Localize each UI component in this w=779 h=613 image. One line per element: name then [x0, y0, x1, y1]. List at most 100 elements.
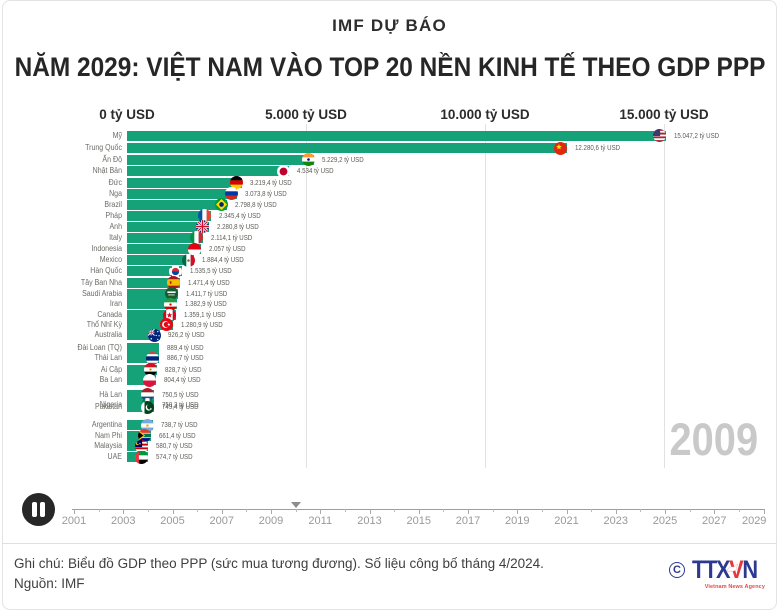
bar-au[interactable]	[127, 330, 161, 341]
bar-country-label: Nga	[109, 188, 122, 198]
bar-jp[interactable]	[127, 166, 290, 177]
bar-gb[interactable]	[127, 221, 209, 232]
bar-in[interactable]	[127, 154, 315, 165]
timeline-year-label[interactable]: 2015	[406, 515, 431, 527]
timeline-year-label[interactable]: 2017	[455, 515, 481, 527]
flag-icon-kr-12	[169, 264, 183, 278]
flag-icon-sa-14	[165, 287, 179, 301]
gridline	[305, 124, 307, 468]
gridline	[484, 124, 486, 468]
logo-tagline: Vietnam News Agency	[704, 583, 765, 590]
footnote-line1: Ghi chú: Biểu đồ GDP theo PPP (sức mua t…	[14, 556, 544, 571]
bar-us[interactable]	[127, 130, 666, 141]
x-axis-tick-label: 5.000 tỷ USD	[265, 107, 347, 122]
bar-cn[interactable]	[127, 143, 567, 154]
bar-country-label: Australia	[94, 330, 122, 340]
bar-fr[interactable]	[127, 210, 211, 221]
bar-it[interactable]	[127, 232, 203, 243]
timeline-tick	[221, 509, 223, 514]
bar-pl[interactable]	[127, 375, 156, 386]
bar-value-label: 12.280,6 tỷ USD	[574, 143, 620, 153]
bar-value-label: 804,4 tỷ USD	[163, 375, 201, 385]
bar-country-label: Anh	[109, 221, 122, 231]
flag-icon-fr-7	[198, 209, 212, 222]
timeline-year-label[interactable]: 2011	[308, 515, 333, 527]
bar-th[interactable]	[127, 353, 159, 364]
flag-icon-za-27	[138, 429, 152, 443]
bar-country-label: UAE	[107, 452, 122, 461]
bar-br[interactable]	[127, 199, 228, 210]
flag-icon-cn-1	[554, 141, 568, 155]
flag-icon-de-4	[229, 176, 243, 190]
bar-sa[interactable]	[127, 288, 178, 299]
bar-country-label: Brazil	[104, 199, 122, 209]
bar-value-label: 738,7 tỷ USD	[161, 420, 199, 430]
bar-country-label: Hàn Quốc	[90, 266, 122, 276]
bar-nl[interactable]	[127, 389, 154, 400]
timeline-tick	[665, 509, 666, 514]
bar-mx[interactable]	[127, 255, 195, 266]
timeline-year-label[interactable]: 2003	[111, 515, 136, 527]
flag-icon-ae-29	[135, 450, 149, 464]
timeline-tick	[74, 509, 75, 514]
bar-country-label: Pháp	[105, 210, 122, 220]
flag-icon-it-9	[190, 231, 204, 245]
timeline-year-label[interactable]: 2021	[554, 515, 579, 527]
timeline-year-label[interactable]: 2007	[209, 515, 234, 527]
bar-value-label: 2.114,1 tỷ USD	[210, 232, 252, 242]
bar-country-label: Mỹ	[112, 130, 122, 140]
pause-button[interactable]	[22, 493, 55, 526]
flag-icon-ca-16	[163, 308, 177, 322]
timeline-tick	[123, 509, 125, 514]
bar-value-label: 5.229,2 tỷ USD	[322, 154, 364, 164]
bar-country-label: Đài Loan (TQ)	[77, 342, 122, 352]
timeline-year-label[interactable]: 2029	[741, 515, 767, 527]
bar-value-label: 1.535,5 tỷ USD	[189, 266, 232, 276]
bar-value-label: 1.280,9 tỷ USD	[180, 319, 223, 329]
timeline-tick	[443, 509, 445, 512]
bar-es[interactable]	[127, 277, 180, 288]
timeline-year-label[interactable]: 2027	[702, 515, 727, 527]
bar-value-label: 2.345,4 tỷ USD	[218, 210, 261, 220]
chart-kicker: IMF DỰ BÁO	[332, 16, 447, 35]
bar-id[interactable]	[127, 244, 201, 255]
timeline-year-label[interactable]: 2009	[258, 515, 284, 527]
copyright-icon: C	[669, 562, 685, 578]
bar-pk[interactable]	[127, 402, 154, 413]
bar-country-label: Đức	[108, 177, 122, 187]
timeline-tick	[197, 509, 199, 512]
timeline-year-label[interactable]: 2023	[603, 515, 628, 527]
timeline-tick	[714, 509, 716, 514]
timeline-tick	[394, 509, 396, 512]
bar-ru[interactable]	[127, 188, 238, 199]
bar-country-label: Nam Phi	[94, 430, 122, 440]
timeline-position-marker[interactable]	[290, 502, 301, 508]
timeline-year-label[interactable]: 2013	[357, 515, 382, 527]
timeline-year-label[interactable]: 2019	[505, 515, 530, 527]
bar-ir[interactable]	[127, 299, 177, 310]
bar-country-label: Malaysia	[94, 441, 122, 451]
timeline-tick	[418, 509, 420, 514]
timeline-year-label[interactable]: 2025	[652, 515, 678, 527]
bar-country-label: Nigeria	[99, 399, 122, 409]
bar-ar[interactable]	[127, 420, 154, 431]
flag-icon-id-10	[188, 242, 202, 256]
bar-ca[interactable]	[127, 310, 176, 320]
bar-plain[interactable]	[127, 342, 159, 353]
bar-value-label: 2.280,8 tỷ USD	[216, 221, 259, 231]
timeline-tick	[344, 509, 346, 512]
bar-country-label: Trung Quốc	[85, 143, 122, 153]
timeline-year-label[interactable]: 2005	[160, 515, 185, 527]
bar-tr[interactable]	[127, 319, 173, 330]
timeline-axis[interactable]	[72, 508, 764, 510]
timeline-tick	[320, 509, 322, 514]
timeline-tick	[246, 509, 248, 512]
bar-kr[interactable]	[127, 266, 182, 277]
bar-value-label: 828,7 tỷ USD	[164, 364, 202, 374]
page-title: NĂM 2029: VIỆT NAM VÀO TOP 20 NỀN KINH T…	[14, 52, 765, 82]
bar-de[interactable]	[127, 177, 243, 188]
bar-value-label: 1.359,1 tỷ USD	[183, 310, 226, 319]
bar-eg[interactable]	[127, 364, 157, 375]
timeline-year-label[interactable]: 2001	[61, 515, 87, 527]
bar-value-label: 3.073,8 tỷ USD	[245, 188, 287, 198]
